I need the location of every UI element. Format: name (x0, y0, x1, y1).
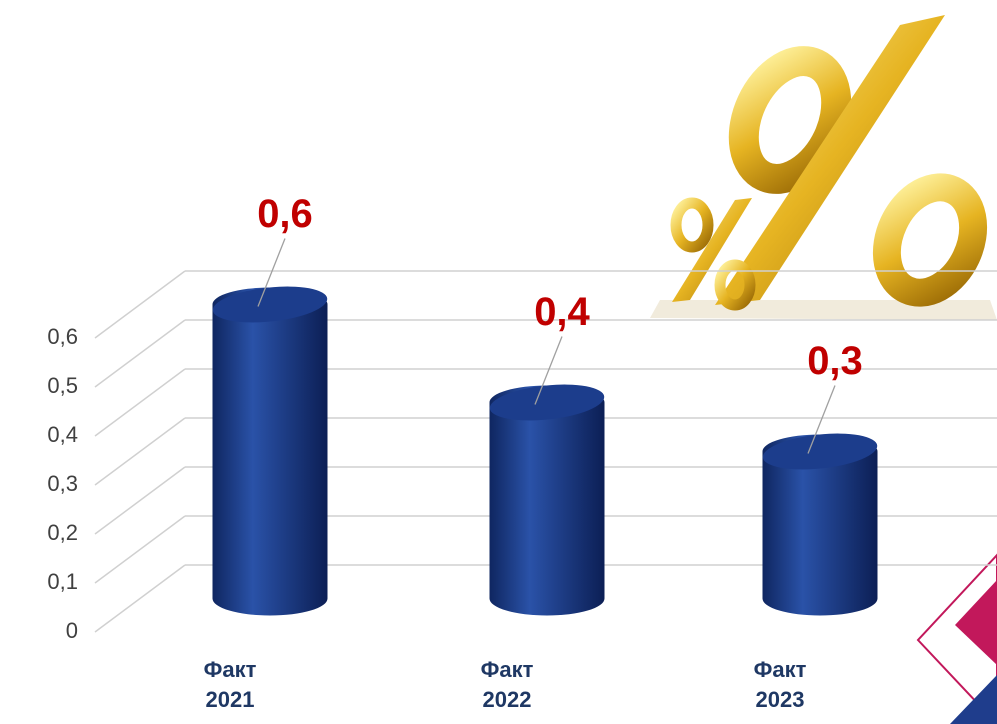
bar-top (762, 433, 878, 470)
y-tick-label: 0 (66, 618, 78, 643)
leader-line (534, 336, 563, 405)
x-tick-label: Факт 2021 (203, 657, 257, 712)
grid-line-side (94, 319, 186, 388)
grid-line-side (94, 466, 186, 535)
value-label: 0,3 (807, 339, 863, 383)
x-tick-label: Факт 2023 (753, 657, 807, 712)
grid-line-side (94, 515, 186, 584)
bar (212, 287, 328, 616)
percent-decoration (650, 15, 997, 320)
y-tick-label: 0,1 (47, 569, 78, 594)
grid-line-side (94, 564, 186, 633)
grid-line-side (94, 368, 186, 437)
corner-decoration (916, 553, 997, 724)
y-tick-label: 0,5 (47, 373, 78, 398)
grid-line-side (94, 270, 186, 339)
bar (489, 385, 605, 616)
y-tick-label: 0,6 (47, 324, 78, 349)
value-label: 0,6 (257, 192, 313, 236)
x-tick-label: Факт 2022 (480, 657, 534, 712)
bar-top (489, 384, 605, 421)
bar (762, 434, 878, 616)
leader-line (807, 385, 836, 454)
y-tick-label: 0,2 (47, 520, 78, 545)
y-tick-label: 0,4 (47, 422, 78, 447)
bar-top (212, 286, 328, 323)
y-tick-label: 0,3 (47, 471, 78, 496)
leader-line (257, 238, 286, 307)
grid-line-side (94, 417, 186, 486)
value-label: 0,4 (534, 290, 590, 334)
